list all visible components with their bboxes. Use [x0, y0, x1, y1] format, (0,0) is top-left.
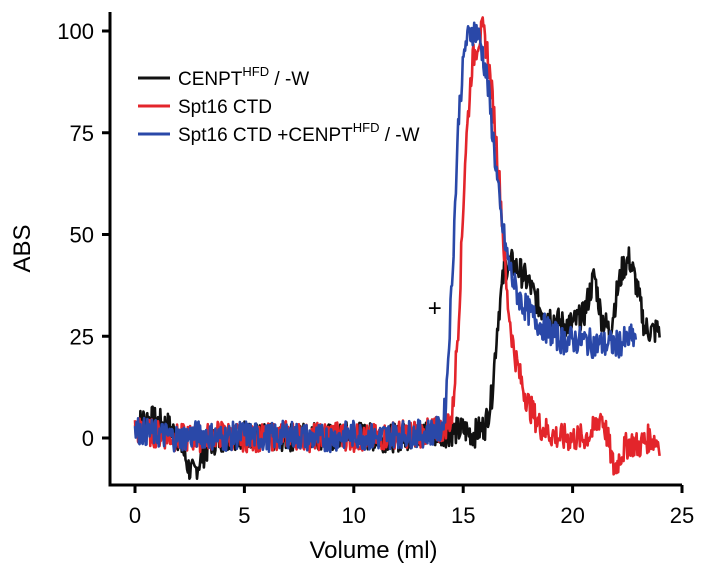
- x-tick-label: 0: [129, 503, 141, 528]
- x-tick-label: 10: [342, 503, 366, 528]
- y-tick-label: 75: [70, 121, 94, 146]
- legend-label: Spt16 CTD: [178, 97, 272, 118]
- legend-label: Spt16 CTD +CENPTHFD / -W: [178, 120, 420, 146]
- x-tick-label: 25: [670, 503, 694, 528]
- y-axis-ticks: 0 25 50 75 100: [57, 19, 110, 451]
- series-line-3: [133, 21, 638, 454]
- x-axis-ticks: 0 5 10 15 20 25: [129, 485, 694, 528]
- legend-label-name: Spt16 CTD +CENPT: [178, 125, 353, 146]
- legend-label-suffix: / -W: [269, 69, 309, 90]
- x-axis-title: Volume (ml): [309, 537, 437, 564]
- legend-label: CENPTHFD / -W: [178, 64, 309, 90]
- legend-label-name: Spt16 CTD: [178, 97, 272, 118]
- legend-label-superscript: HFD: [353, 120, 380, 135]
- series-layer: [133, 16, 661, 481]
- peak-annotation: +: [428, 295, 442, 322]
- y-axis-title: ABS: [9, 224, 36, 272]
- legend-label-name: CENPT: [178, 69, 243, 90]
- x-tick-label: 20: [560, 503, 584, 528]
- x-tick-label: 5: [238, 503, 250, 528]
- x-tick-label: 15: [451, 503, 475, 528]
- legend-label-suffix: / -W: [379, 125, 419, 146]
- y-tick-label: 50: [70, 223, 94, 248]
- y-tick-label: 100: [57, 19, 94, 44]
- y-tick-label: 0: [82, 426, 94, 451]
- legend-label-superscript: HFD: [242, 64, 269, 79]
- y-tick-label: 25: [70, 324, 94, 349]
